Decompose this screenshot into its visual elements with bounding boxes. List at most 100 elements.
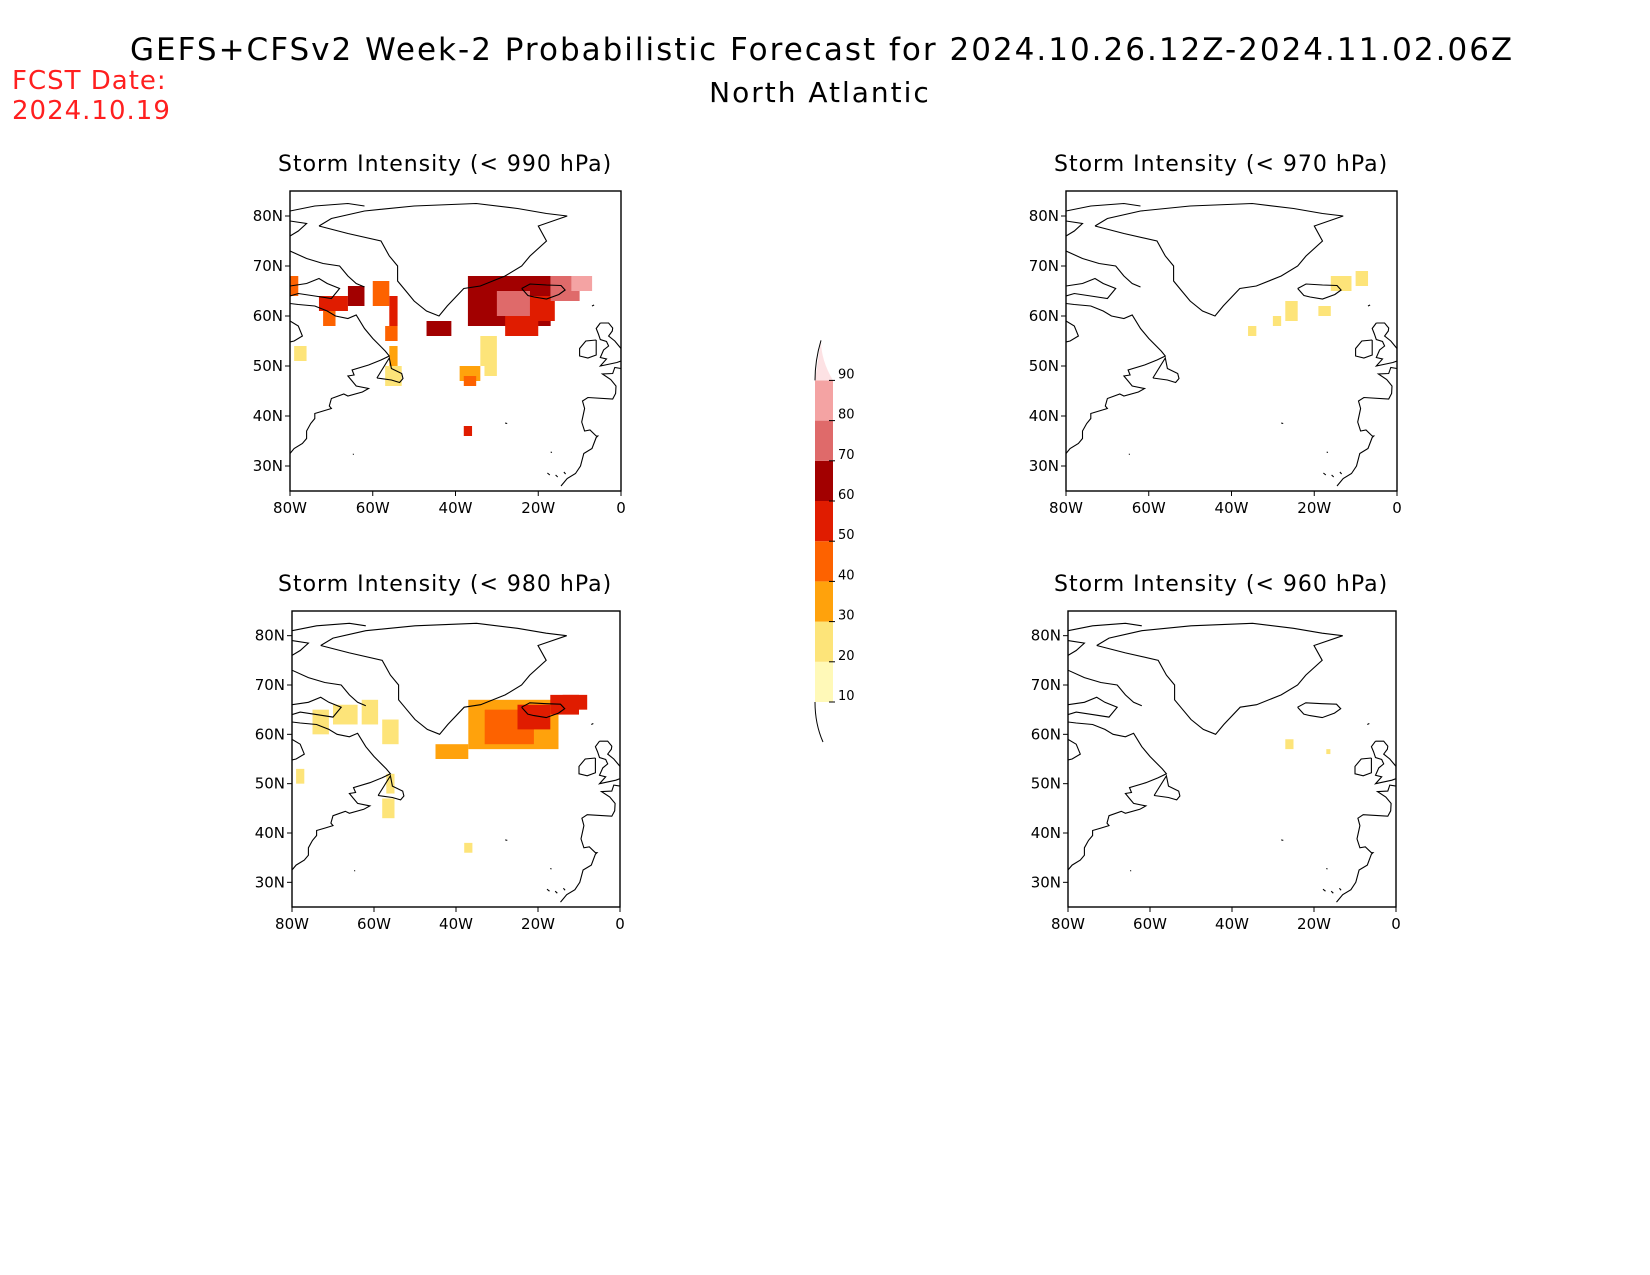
coastline (595, 322, 621, 367)
prob-cell (1285, 301, 1298, 321)
lon-tick-label: 60W (1132, 499, 1166, 517)
prob-cell (347, 286, 365, 306)
coastline (1330, 890, 1334, 894)
lat-tick-label: 40N (253, 407, 283, 425)
prob-cell (290, 276, 299, 296)
coastline (1367, 304, 1371, 307)
lon-tick-label: 40W (439, 499, 473, 517)
prob-cell (480, 336, 497, 366)
lat-tick-label: 50N (1031, 775, 1061, 793)
coastline (1336, 366, 1397, 487)
coastline (546, 888, 550, 892)
coastline (521, 283, 566, 300)
lon-tick-label: 60W (357, 915, 391, 933)
coastline (1297, 702, 1342, 719)
lat-tick-label: 70N (255, 676, 285, 694)
coastline (578, 757, 596, 777)
coastline (1153, 774, 1181, 801)
coastline (318, 202, 568, 317)
coastline (1096, 622, 1343, 735)
coastline (320, 622, 567, 735)
prob-cell (496, 291, 530, 316)
lat-tick-label: 60N (255, 725, 285, 743)
prob-cell (323, 311, 336, 326)
lat-tick-label: 30N (255, 873, 285, 891)
coastline (1152, 356, 1180, 384)
region-subtitle: North Atlantic (709, 76, 931, 109)
colorbar: 10 20 30 40 50 60 70 80 90 (814, 340, 855, 743)
prob-cell (382, 719, 399, 745)
colorbar-label: 20 (838, 649, 855, 664)
coastline (1068, 669, 1143, 707)
prob-cell (571, 276, 593, 291)
map-panel-p960: 30N 40N 50N 60N 70N 80N 80W 60W 40W 20W 0 (1031, 610, 1401, 933)
prob-cell (389, 296, 398, 326)
colorbar-segment (815, 621, 833, 662)
colorbar-label: 40 (838, 568, 855, 583)
lon-tick-label: 60W (356, 499, 390, 517)
coastline (1323, 472, 1327, 476)
coastline (1066, 302, 1167, 454)
coastline (1068, 721, 1168, 871)
lat-tick-label: 80N (1031, 627, 1061, 645)
coastline (1281, 839, 1284, 841)
coastline (591, 723, 594, 725)
map-frame (289, 190, 622, 492)
lat-tick-label: 70N (1029, 257, 1059, 275)
prob-cell (385, 326, 398, 341)
coastline (290, 302, 391, 454)
prob-cell (1248, 326, 1257, 336)
coastline (1066, 202, 1141, 212)
map-frame (1067, 610, 1397, 908)
lat-tick-label: 60N (1029, 307, 1059, 325)
colorbar-label: 50 (838, 528, 855, 543)
lon-tick-label: 40W (439, 915, 473, 933)
lat-tick-label: 50N (1029, 357, 1059, 375)
coastline (550, 451, 553, 454)
lon-tick-label: 80W (1051, 915, 1085, 933)
coastline (563, 471, 567, 475)
coastline (1094, 202, 1344, 317)
map-frame (1065, 190, 1398, 492)
lon-tick-label: 80W (273, 499, 307, 517)
coastline (1370, 740, 1396, 785)
lat-tick-label: 60N (1031, 725, 1061, 743)
lat-tick-label: 30N (1031, 873, 1061, 891)
prob-cell (1272, 316, 1282, 326)
coastline (1068, 640, 1086, 656)
coastline (1128, 453, 1130, 455)
coastline (1355, 339, 1373, 359)
forecast-date-value: 2024.10.19 (12, 96, 171, 126)
map-content (290, 202, 621, 487)
panel-title-980: Storm Intensity (< 980 hPa) (278, 572, 613, 597)
lon-tick-label: 40W (1215, 915, 1249, 933)
colorbar-label: 60 (838, 488, 855, 503)
coastline (352, 453, 354, 455)
lon-tick-label: 60W (1133, 915, 1167, 933)
coastline (1066, 220, 1084, 237)
lat-tick-label: 60N (253, 307, 283, 325)
coastline (1326, 451, 1329, 454)
colorbar-label: 70 (838, 448, 855, 463)
coastline (290, 277, 341, 300)
coastline (292, 738, 305, 761)
coastline (354, 870, 356, 872)
coastline (594, 740, 620, 785)
coastline (290, 220, 308, 237)
lat-tick-label: 30N (1029, 457, 1059, 475)
colorbar-segment (815, 460, 833, 501)
panel-title-970: Storm Intensity (< 970 hPa) (1054, 152, 1389, 177)
prob-cell (426, 321, 452, 336)
lat-tick-label: 50N (255, 775, 285, 793)
map-content (292, 622, 620, 903)
colorbar-segment (815, 420, 833, 461)
colorbar-label: 90 (838, 367, 855, 382)
coastline (1066, 320, 1080, 343)
page-title: GEFS+CFSv2 Week-2 Probabilistic Forecast… (130, 32, 1515, 68)
coastline (292, 696, 343, 718)
coastline (555, 474, 559, 478)
coastline (292, 640, 310, 656)
coastline (290, 202, 365, 212)
coastline (292, 622, 366, 632)
